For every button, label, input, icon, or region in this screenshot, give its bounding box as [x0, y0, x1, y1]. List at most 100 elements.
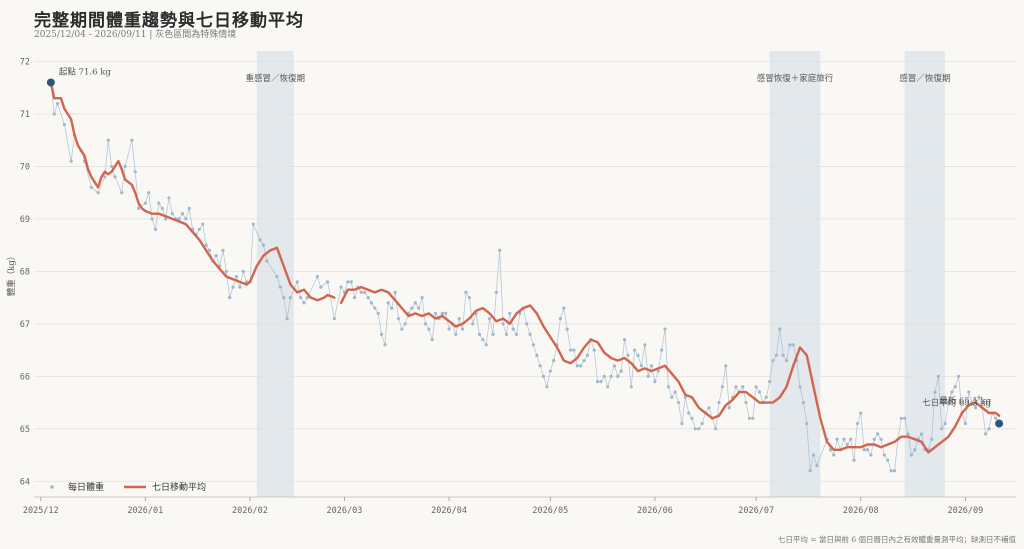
- daily-weight-point: [862, 448, 866, 452]
- daily-weight-point: [919, 432, 924, 436]
- daily-weight-point: [417, 306, 421, 310]
- daily-weight-point: [295, 280, 299, 284]
- daily-weight-point: [302, 301, 306, 305]
- daily-weight-point: [876, 432, 880, 436]
- daily-weight-point: [369, 301, 374, 305]
- daily-weight-point: [460, 327, 465, 331]
- daily-weight-point: [946, 400, 951, 405]
- daily-weight-point: [558, 317, 563, 321]
- daily-weight-point: [967, 390, 971, 394]
- daily-weight-point: [687, 411, 691, 415]
- daily-weight-point: [531, 343, 536, 347]
- latest-average-label: 七日平均 65.3 kg: [922, 398, 991, 409]
- chart-subtitle: 2025/12/04 - 2026/09/11 | 灰色區間為特殊情境: [34, 30, 237, 40]
- daily-weight-point: [447, 327, 451, 331]
- daily-weight-point: [676, 400, 681, 405]
- x-axis: 2025/12 2026/01 2026/02 2026/03 2026/04 2026/…: [23, 496, 1016, 516]
- daily-weight-point: [757, 390, 762, 394]
- daily-weight-point: [940, 427, 944, 431]
- daily-weight-point: [754, 385, 758, 389]
- daily-weight-point: [396, 317, 401, 321]
- daily-weight-point: [514, 332, 519, 336]
- daily-weight-point: [595, 379, 600, 384]
- x-tick-label: 2026/06: [637, 506, 673, 516]
- y-axis: 64 65 66 67 68 69 70 71 72: [20, 57, 30, 487]
- daily-weight-point: [282, 296, 286, 300]
- daily-weight-point: [629, 385, 633, 389]
- daily-weight-point: [774, 353, 779, 357]
- daily-weight-point: [994, 416, 998, 420]
- daily-weight-point: [963, 421, 967, 426]
- daily-weight-point: [423, 322, 428, 326]
- daily-weight-point: [464, 290, 468, 294]
- daily-weight-point: [953, 385, 957, 389]
- daily-weight-point: [153, 227, 158, 231]
- daily-weight-point: [548, 369, 552, 373]
- daily-weight-point: [568, 348, 573, 352]
- daily-weight-point: [525, 322, 529, 326]
- daily-weight-point: [656, 369, 660, 373]
- daily-weight-point: [552, 358, 556, 363]
- daily-weight-point: [727, 406, 731, 410]
- daily-weight-point: [275, 275, 279, 279]
- moving-average-series: [49, 81, 1001, 454]
- daily-weight-point: [859, 411, 863, 415]
- daily-weight-point: [798, 385, 802, 389]
- daily-weight-point: [403, 322, 407, 326]
- daily-weight-point: [197, 227, 201, 231]
- latest-point-label: 最新 65.1 kg: [939, 396, 991, 407]
- y-tick-label: 64: [20, 477, 30, 487]
- daily-weight-point: [892, 469, 897, 473]
- daily-weight-point: [170, 212, 174, 216]
- daily-weight-point: [828, 448, 832, 452]
- daily-weight-point: [508, 311, 512, 315]
- daily-weight-point: [612, 364, 617, 368]
- daily-weight-point: [157, 201, 161, 205]
- daily-weight-point: [96, 191, 100, 195]
- daily-weight-point: [315, 275, 320, 279]
- daily-weight-point: [511, 327, 515, 331]
- daily-weight-point: [103, 175, 107, 179]
- daily-weight-point: [585, 353, 590, 357]
- daily-weight-point: [808, 469, 812, 473]
- daily-weight-point: [471, 322, 475, 326]
- daily-weight-point: [201, 222, 205, 226]
- daily-weight-point: [751, 416, 755, 420]
- daily-weight-point: [62, 122, 66, 127]
- daily-weight-point: [663, 327, 667, 331]
- daily-weight-point: [683, 395, 687, 399]
- daily-weight-point: [207, 248, 212, 252]
- daily-weight-point: [133, 170, 137, 174]
- daily-weight-point: [278, 285, 282, 289]
- daily-weight-point: [649, 364, 654, 368]
- daily-weight-point: [69, 159, 73, 163]
- daily-weight-point: [106, 138, 110, 142]
- daily-weight-point: [420, 296, 424, 300]
- daily-weight-point: [113, 175, 117, 179]
- daily-weight-point: [764, 395, 768, 399]
- daily-weight-point: [373, 306, 377, 310]
- daily-weight-point: [889, 469, 893, 473]
- daily-weight-point: [781, 353, 785, 357]
- daily-weight-point: [747, 416, 752, 420]
- daily-weight-point: [987, 427, 991, 431]
- daily-weight-point: [660, 348, 664, 352]
- y-tick-label: 67: [20, 320, 30, 330]
- daily-weight-point: [167, 196, 171, 200]
- daily-weight-point: [690, 416, 694, 420]
- daily-weight-point: [224, 269, 228, 273]
- x-tick-label: 2026/04: [431, 506, 467, 516]
- daily-weight-point: [52, 112, 56, 116]
- daily-weight-point: [815, 463, 819, 468]
- daily-weight-point: [457, 317, 461, 321]
- daily-weight-point: [383, 343, 387, 347]
- daily-weight-point: [366, 296, 370, 300]
- daily-weight-point: [936, 374, 940, 378]
- legend-daily-label: 每日體重: [68, 481, 104, 493]
- daily-weight-point: [724, 364, 728, 368]
- daily-weight-point: [572, 348, 576, 352]
- daily-weight-point: [305, 296, 309, 300]
- daily-weight-point: [477, 332, 482, 336]
- grid: [34, 61, 1016, 482]
